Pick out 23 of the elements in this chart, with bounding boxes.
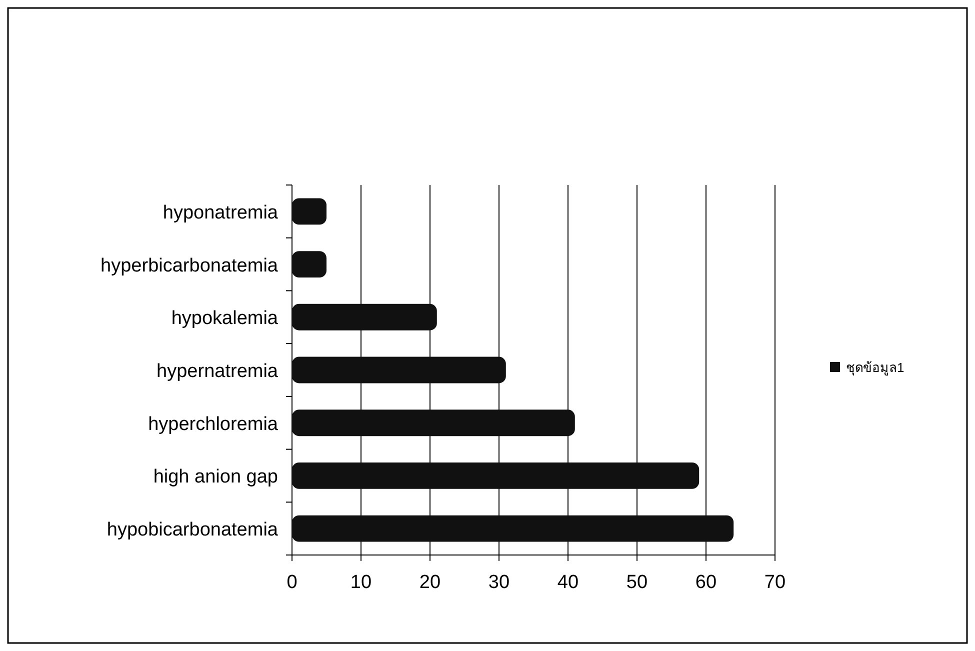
x-tick-label: 20 — [419, 572, 441, 593]
legend-label: ชุดข้อมูล1 — [846, 360, 904, 376]
y-tick-label: hyperchloremia — [148, 414, 278, 435]
bar — [292, 251, 326, 278]
bar — [292, 356, 506, 384]
y-tick-label: hyperbicarbonatemia — [100, 255, 278, 276]
x-tick-label: 60 — [695, 572, 717, 593]
bar — [292, 198, 326, 225]
y-tick-label: hypobicarbonatemia — [106, 520, 278, 541]
x-tick-label: 30 — [488, 572, 510, 593]
x-tick-label: 40 — [557, 572, 579, 593]
y-tick-label: hypernatremia — [156, 361, 278, 382]
bar — [292, 515, 734, 542]
bar — [292, 410, 575, 436]
y-tick-label: high anion gap — [153, 466, 278, 488]
x-tick-label: 0 — [286, 572, 298, 593]
y-tick-label: hypokalemia — [171, 308, 278, 330]
x-tick-label: 50 — [626, 572, 648, 593]
x-tick-label: 10 — [350, 572, 372, 593]
y-tick-label: hyponatremia — [162, 202, 278, 224]
bar — [292, 462, 700, 489]
bar — [292, 304, 437, 330]
x-tick-label: 70 — [764, 572, 786, 593]
